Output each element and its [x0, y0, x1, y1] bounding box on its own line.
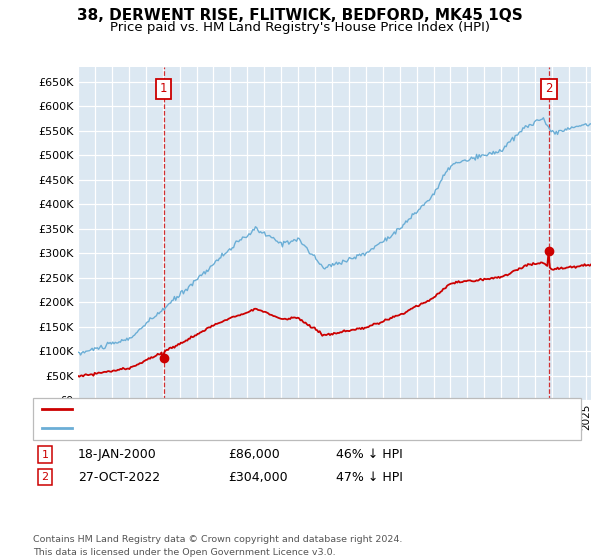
Text: £304,000: £304,000	[228, 470, 287, 484]
Text: 47% ↓ HPI: 47% ↓ HPI	[336, 470, 403, 484]
Text: 1: 1	[41, 450, 49, 460]
Text: HPI: Average price, detached house, Central Bedfordshire: HPI: Average price, detached house, Cent…	[76, 423, 398, 433]
Text: Contains HM Land Registry data © Crown copyright and database right 2024.
This d: Contains HM Land Registry data © Crown c…	[33, 535, 403, 557]
Text: £86,000: £86,000	[228, 448, 280, 461]
Text: 38, DERWENT RISE, FLITWICK, BEDFORD, MK45 1QS: 38, DERWENT RISE, FLITWICK, BEDFORD, MK4…	[77, 8, 523, 24]
Text: 38, DERWENT RISE, FLITWICK, BEDFORD, MK45 1QS (detached house): 38, DERWENT RISE, FLITWICK, BEDFORD, MK4…	[76, 404, 469, 414]
Text: Price paid vs. HM Land Registry's House Price Index (HPI): Price paid vs. HM Land Registry's House …	[110, 21, 490, 34]
Text: 46% ↓ HPI: 46% ↓ HPI	[336, 448, 403, 461]
Text: 2: 2	[545, 82, 553, 95]
Text: 2: 2	[41, 472, 49, 482]
Text: 1: 1	[160, 82, 167, 95]
Text: 27-OCT-2022: 27-OCT-2022	[78, 470, 160, 484]
Text: 18-JAN-2000: 18-JAN-2000	[78, 448, 157, 461]
